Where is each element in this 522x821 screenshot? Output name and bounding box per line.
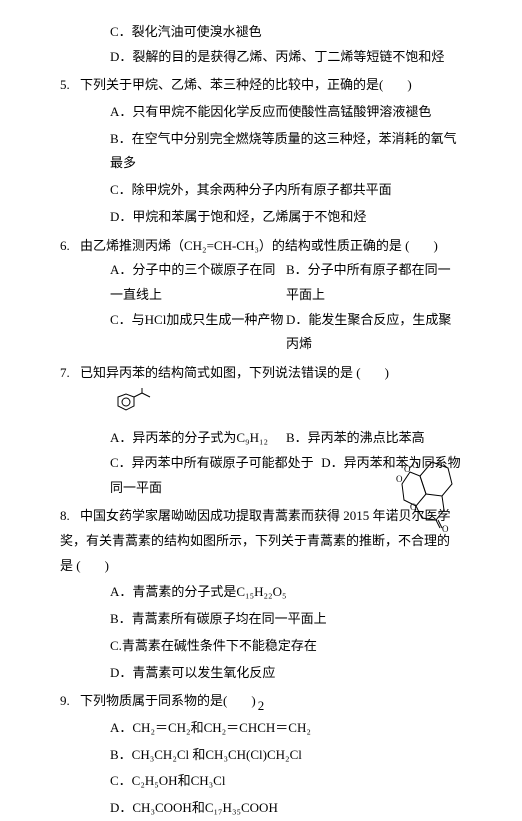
q7-a: A．异丙苯的分子式为C₉H₁₂ [110,426,286,451]
q7-stem: 已知异丙苯的结构简式如图，下列说法错误的是 ( [80,365,361,380]
isopropylbenzene-icon [110,388,154,427]
q6-b: B．分子中所有原子都在同一平面上 [286,258,462,307]
page-number: 2 [0,694,522,719]
q6-stem: 由乙烯推测丙烯（CH₂=CH-CH₃）的结构或性质正确的是 ( [80,238,409,253]
q5-end: ) [407,77,411,92]
q6-a: A．分子中的三个碳原子在同一直线上 [110,258,286,307]
q5-stem: 下列关于甲烷、乙烯、苯三种烃的比较中，正确的是( [80,77,383,92]
q9-d: D．CH₃COOH和C₁₇H₃₅COOH [110,796,462,821]
q8-end: ) [105,558,109,573]
q9-c: C．C₂H₅OH和CH₃Cl [110,769,462,794]
q5-d: D．甲烷和苯属于饱和烃，乙烯属于不饱和烃 [110,205,462,230]
q7-c: C．异丙苯中所有碳原子可能都处于同一平面 [110,451,321,500]
q7-end: ) [385,365,389,380]
svg-text:O: O [442,524,449,534]
q6: 6.由乙烯推测丙烯（CH₂=CH-CH₃）的结构或性质正确的是 () [60,234,462,259]
q8-d: D．青蒿素可以发生氧化反应 [110,661,462,686]
q7: 7.已知异丙苯的结构简式如图，下列说法错误的是 () [60,361,462,386]
svg-text:O: O [404,464,411,474]
artemisinin-icon: OOOOO [392,454,472,534]
q7-num: 7. [60,361,80,386]
q5-a: A．只有甲烷不能因化学反应而使酸性高锰酸钾溶液褪色 [110,100,462,125]
q8-num: 8. [60,504,80,529]
q6-c: C．与HCl加成只生成一种产物 [110,308,286,357]
q5-num: 5. [60,73,80,98]
q6-end: ) [433,238,437,253]
q7-b: B．异丙苯的沸点比苯高 [286,426,462,451]
q8-c: C.青蒿素在碱性条件下不能稳定存在 [110,634,462,659]
q4-opt-c: C．裂化汽油可使溴水褪色 [110,20,462,45]
q8-a: A．青蒿素的分子式是C₁₅H₂₂O₅ [110,580,462,605]
q6-num: 6. [60,234,80,259]
svg-text:O: O [396,474,403,484]
q9-b: B．CH₃CH₂Cl 和CH₃CH(Cl)CH₂Cl [110,743,462,768]
q5-c: C．除甲烷外，其余两种分子内所有原子都共平面 [110,178,462,203]
svg-text:O: O [410,502,417,512]
q5-b: B．在空气中分别完全燃烧等质量的这三种烃，苯消耗的氧气最多 [110,127,462,176]
q6-d: D．能发生聚合反应，生成聚丙烯 [286,308,462,357]
q8-b: B．青蒿素所有碳原子均在同一平面上 [110,607,462,632]
q5: 5.下列关于甲烷、乙烯、苯三种烃的比较中，正确的是() [60,73,462,98]
q4-opt-d: D．裂解的目的是获得乙烯、丙烯、丁二烯等短链不饱和烃 [110,45,462,70]
svg-text:O: O [412,460,419,470]
